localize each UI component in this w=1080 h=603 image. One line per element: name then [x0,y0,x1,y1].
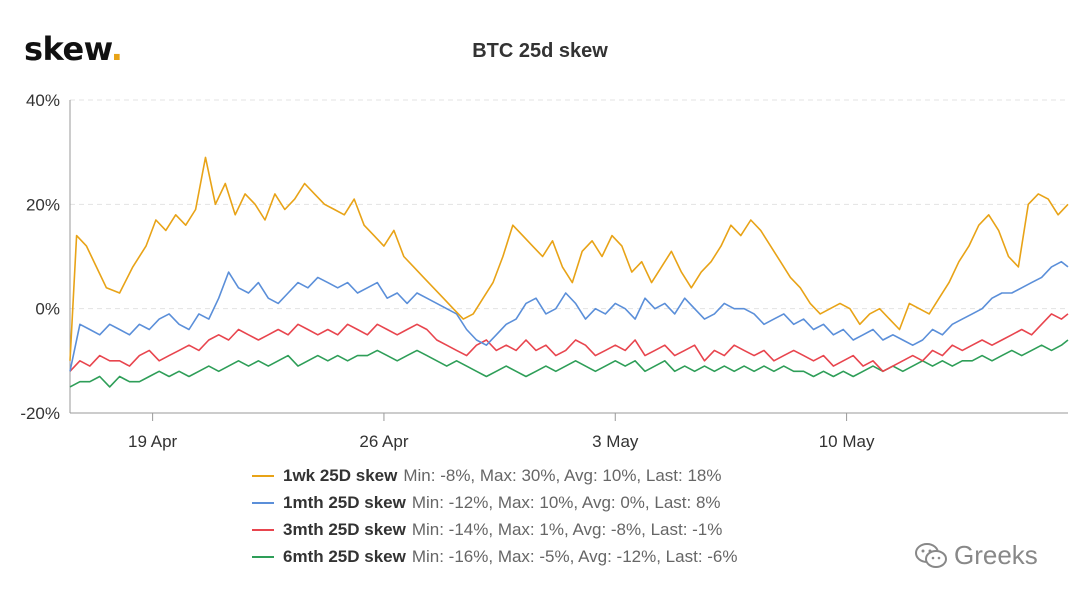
legend-series-stats: Min: -16%, Max: -5%, Avg: -12%, Last: -6… [411,546,738,566]
legend-series-name: 1mth 25D skew [283,492,406,512]
chart-title: BTC 25d skew [472,40,608,62]
series-line-3 [69,339,1069,388]
y-tick-label: 0% [35,300,60,319]
y-tick-label: -20% [20,404,60,423]
legend-swatch [252,501,274,504]
legend-series-stats: Min: -8%, Max: 30%, Avg: 10%, Last: 18% [403,465,722,485]
legend-series-stats: Min: -12%, Max: 10%, Avg: 0%, Last: 8% [411,492,721,512]
y-tick-label: 20% [26,195,60,214]
legend-series-name: 1wk 25D skew [283,465,398,485]
x-tick-label: 10 May [819,432,875,451]
y-tick-label: 40% [26,91,60,110]
skew-logo: skew. [24,30,123,68]
legend-item[interactable]: 1wk 25D skew Min: -8%, Max: 30%, Avg: 10%… [252,462,738,489]
x-tick-label: 3 May [592,432,639,451]
chart-legend: 1wk 25D skew Min: -8%, Max: 30%, Avg: 10%… [252,462,738,570]
legend-item[interactable]: 6mth 25D skew Min: -16%, Max: -5%, Avg: -… [252,543,738,570]
legend-item[interactable]: 1mth 25D skew Min: -12%, Max: 10%, Avg: 0… [252,489,738,516]
wechat-icon [915,542,947,568]
series-line-0 [69,156,1069,361]
legend-swatch [252,474,274,477]
legend-series-stats: Min: -14%, Max: 1%, Avg: -8%, Last: -1% [411,519,723,539]
series-line-2 [69,313,1069,373]
chart-area: -20% 0% 20% 40% 19 Apr 26 Apr 3 May 10 May [20,91,1069,451]
legend-item[interactable]: 3mth 25D skew Min: -14%, Max: 1%, Avg: -8… [252,516,738,543]
legend-series-name: 6mth 25D skew [283,546,406,566]
legend-swatch [252,528,274,531]
legend-swatch [252,555,274,558]
legend-series-name: 3mth 25D skew [283,519,406,539]
x-tick-label: 26 Apr [359,432,408,451]
watermark: Greeks [914,540,1038,571]
x-tick-label: 19 Apr [128,432,177,451]
series-line-1 [69,260,1069,372]
watermark-text: Greeks [954,540,1038,570]
